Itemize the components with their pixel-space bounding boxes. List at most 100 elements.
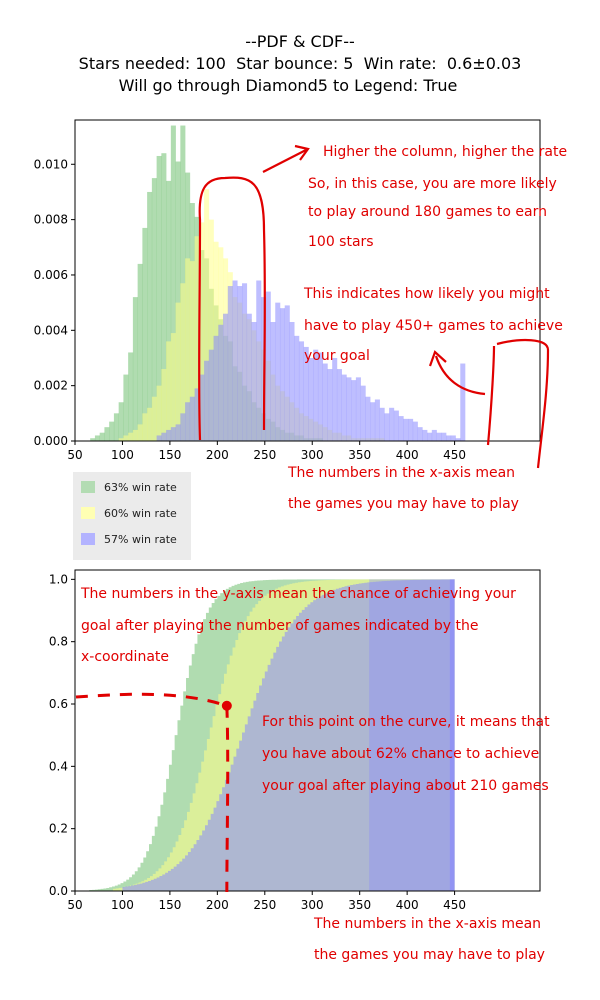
pdf-bar — [393, 410, 399, 441]
pdf-x-tick-label: 250 — [253, 448, 276, 462]
pdf-bar — [123, 435, 129, 441]
pdf-bar — [408, 418, 414, 441]
pdf-bar — [118, 438, 124, 441]
cdf-y-tick-label: 0.2 — [49, 822, 68, 836]
pdf-axes-frame — [74, 119, 541, 442]
annotation-text: goal after playing the number of games i… — [81, 618, 478, 634]
pdf-bar — [213, 335, 219, 441]
cdf-annotations: The numbers in the y-axis mean the chanc… — [75, 586, 550, 963]
pdf-bar — [132, 429, 138, 441]
pdf-bar — [175, 302, 181, 441]
pdf-bar — [237, 286, 243, 441]
pdf-bar — [194, 388, 200, 441]
annotation-text: Higher the column, higher the rate — [323, 144, 567, 160]
pdf-bar — [251, 322, 257, 441]
pdf-bars — [90, 125, 466, 442]
annotation-dashed-line — [75, 692, 228, 708]
pdf-bar — [94, 435, 100, 441]
annotation-bracket — [496, 338, 550, 469]
cdf-x-tick-label: 100 — [111, 898, 134, 912]
pdf-x-tick-label: 300 — [301, 448, 324, 462]
pdf-y-tick-label: 0.004 — [34, 323, 68, 337]
pdf-bar — [417, 427, 423, 441]
cdf-y-tick-label: 0.4 — [49, 759, 68, 773]
cdf-x-tick-label: 300 — [301, 898, 324, 912]
pdf-bar — [128, 352, 134, 441]
pdf-bar — [147, 407, 153, 441]
annotation-text: your goal after playing about 210 games — [262, 778, 549, 794]
pdf-bar — [256, 280, 262, 441]
pdf-bar — [303, 346, 309, 441]
pdf-bar — [137, 263, 143, 441]
pdf-bar — [460, 363, 466, 441]
pdf-bar — [180, 283, 186, 441]
pdf-bar — [175, 424, 181, 441]
legend-swatch-57 — [81, 533, 95, 545]
pdf-bar — [379, 407, 385, 441]
legend-item-57: 57% win rate — [81, 530, 177, 548]
cdf-axes-frame — [74, 569, 541, 892]
pdf-bar — [156, 155, 162, 442]
pdf-bar — [441, 432, 447, 441]
annotation-text: have to play 450+ games to achieve — [304, 318, 563, 334]
cdf-x-tick-label: 50 — [67, 898, 82, 912]
pdf-annotations: Higher the column, higher the rate So, in… — [198, 144, 567, 469]
annotation-arrow — [434, 355, 486, 396]
legend-label-57: 57% win rate — [104, 532, 177, 546]
pdf-bar — [137, 424, 143, 441]
pdf-bar — [199, 374, 205, 441]
pdf-bar — [151, 178, 157, 442]
pdf-bar — [166, 180, 172, 441]
annotation-text: your goal — [304, 348, 370, 364]
pdf-bar — [275, 302, 281, 441]
pdf-bar — [332, 357, 338, 441]
cdf-y-tick-label: 0.6 — [49, 697, 68, 711]
cdf-series-area — [122, 579, 456, 891]
annotation-arrowhead — [428, 350, 447, 367]
annotation-dashed-line — [225, 705, 230, 893]
pdf-bar — [123, 374, 129, 441]
cdf-tail-bar — [369, 579, 455, 891]
pdf-bar — [289, 322, 295, 441]
pdf-bar — [232, 280, 238, 441]
pdf-bar — [336, 369, 342, 441]
pdf-bar — [294, 335, 300, 441]
pdf-bar — [218, 324, 224, 441]
legend-swatch-60 — [81, 507, 95, 519]
pdf-bar — [208, 349, 214, 441]
pdf-bar — [161, 153, 167, 441]
pdf-bar — [455, 438, 461, 441]
pdf-chart: 50 100 150 200 250 300 350 400 450 0.000 0.002 0.00… — [34, 119, 567, 469]
pdf-bar — [351, 380, 357, 441]
pdf-bar — [317, 352, 323, 441]
pdf-bar — [180, 413, 186, 441]
pdf-bar — [208, 219, 214, 441]
pdf-bar — [374, 399, 380, 441]
annotation-text: The numbers in the x-axis mean — [287, 465, 515, 481]
pdf-x-tick-label: 450 — [443, 448, 466, 462]
pdf-bar — [436, 432, 442, 441]
cdf-x-tick-label: 400 — [396, 898, 419, 912]
pdf-bar — [298, 341, 305, 441]
pdf-bar — [189, 261, 195, 441]
cdf-y-tick-label: 0.0 — [49, 884, 68, 898]
pdf-bar — [199, 222, 205, 441]
cdf-x-tick-label: 450 — [443, 898, 466, 912]
highlight-point — [221, 700, 232, 711]
pdf-bar — [147, 191, 153, 441]
legend-label-63: 63% win rate — [104, 480, 177, 494]
pdf-bar — [322, 363, 328, 441]
pdf-bar — [265, 291, 271, 441]
annotation-text: to play around 180 games to earn — [308, 204, 547, 220]
pdf-y-tick-label: 0.006 — [34, 268, 68, 282]
pdf-bar — [204, 360, 210, 441]
cdf-tail-bar — [449, 579, 455, 891]
pdf-bar — [132, 297, 138, 441]
pdf-bar — [170, 125, 176, 441]
pdf-bar — [161, 432, 167, 441]
annotation-text: 100 stars — [308, 234, 374, 250]
pdf-bar — [204, 189, 210, 441]
pdf-bar — [346, 377, 352, 441]
pdf-bar — [427, 432, 433, 441]
